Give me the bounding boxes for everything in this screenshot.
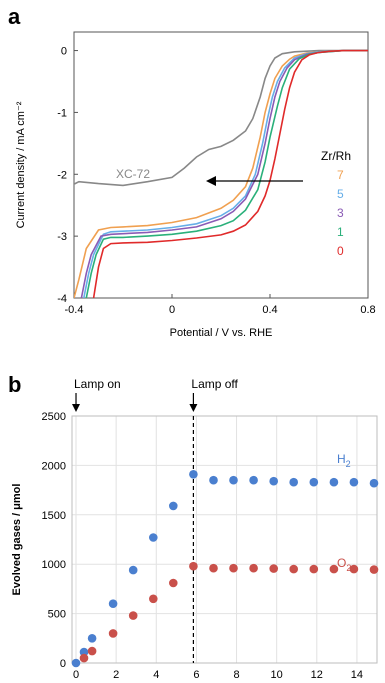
data-point-h2 [128, 565, 138, 575]
series-label-o2-main: O [337, 556, 346, 570]
x-tick-label-a: -0.4 [65, 304, 84, 316]
x-tick-label-b: 8 [233, 669, 239, 681]
legend-entry-1: 1 [337, 225, 344, 239]
series-label-xc-72: XC-72 [116, 167, 150, 181]
x-tick-label-a: 0 [169, 304, 175, 316]
legend-title-a: Zr/Rh [321, 149, 351, 163]
data-point-h2 [349, 477, 359, 487]
y-tick-label-a: -2 [57, 169, 67, 181]
data-point-o2 [309, 564, 319, 574]
series-label-o2-sub: 2 [346, 563, 351, 573]
series-label-h2-sub: 2 [346, 459, 351, 469]
series-line-3 [80, 49, 368, 298]
y-tick-label-b: 500 [48, 609, 66, 621]
lamp-off-label: Lamp off [191, 377, 238, 391]
data-point-o2 [189, 561, 198, 571]
x-tick-label-b: 12 [311, 669, 323, 681]
panel-a-chart: 0 -1 -2 -3 -4-0.4 0 0.4 0.8 Potential / V vs. RH… [15, 31, 376, 339]
data-point-o2 [108, 629, 118, 638]
data-point-o2 [128, 611, 138, 620]
series-line-5 [83, 49, 368, 298]
y-tick-label-b: 2000 [42, 460, 66, 472]
data-point-h2 [229, 475, 238, 485]
plot-area-a [73, 31, 369, 299]
series-line-7 [74, 49, 368, 298]
x-axis-title-a: Potential / V vs. RHE [170, 327, 273, 339]
y-tick-label-b: 1500 [42, 510, 66, 522]
data-point-h2 [329, 477, 339, 487]
legend-entry-7: 7 [337, 168, 344, 182]
data-point-o2 [79, 653, 89, 663]
legend-entry-5: 5 [337, 187, 344, 201]
series-line-xc-72 [74, 49, 368, 187]
data-point-o2 [169, 578, 178, 588]
panel-b-chart: 0500100015002000250002468101214Time / hE… [11, 377, 379, 681]
x-tick-label-b: 6 [193, 669, 199, 681]
y-axis-title-a: Current density / mA cm⁻² [15, 101, 27, 228]
y-tick-label-a: -3 [57, 231, 67, 243]
x-tick-label-b: 14 [351, 669, 363, 681]
y-tick-label-a: 0 [61, 46, 67, 58]
series-label-h2-main: H [337, 452, 346, 466]
trend-arrow-head [206, 176, 216, 186]
series-label-h2: H2 [337, 452, 351, 469]
panel-b-label: b [8, 372, 21, 397]
y-tick-label-b: 2500 [42, 411, 66, 423]
plot-area-b [71, 415, 378, 664]
data-point-o2 [249, 563, 258, 573]
x-tick-label-a: 0.8 [360, 304, 375, 316]
data-point-h2 [209, 475, 218, 485]
data-point-h2 [249, 475, 258, 485]
y-tick-label-b: 0 [60, 658, 66, 670]
data-point-h2 [309, 477, 319, 487]
data-point-o2 [149, 594, 158, 604]
lamp-on-arrow-head [72, 404, 81, 412]
data-point-o2 [349, 564, 359, 574]
data-point-o2 [369, 565, 379, 574]
data-point-o2 [229, 563, 238, 573]
data-point-o2 [269, 564, 279, 573]
x-tick-label-b: 0 [73, 669, 79, 681]
data-point-h2 [169, 501, 178, 511]
y-tick-label-b: 1000 [42, 559, 66, 571]
data-point-h2 [269, 476, 279, 486]
data-point-h2 [79, 647, 89, 657]
series-line-0 [92, 49, 368, 298]
data-point-o2 [329, 564, 339, 574]
x-tick-label-b: 10 [271, 669, 283, 681]
data-point-h2 [87, 634, 97, 643]
data-point-h2 [289, 477, 299, 487]
data-point-o2 [87, 646, 97, 656]
data-point-o2 [209, 563, 218, 573]
x-tick-label-b: 2 [113, 669, 119, 681]
x-tick-label-b: 4 [153, 669, 159, 681]
data-point-h2 [149, 533, 158, 542]
data-point-h2 [71, 658, 81, 668]
legend-entry-0: 0 [337, 244, 344, 258]
y-axis-title-b: Evolved gases / μmol [11, 484, 23, 596]
y-tick-label-a: -1 [57, 107, 67, 119]
legend-entry-3: 3 [337, 206, 344, 220]
data-point-o2 [289, 564, 299, 574]
lamp-off-arrow-head [189, 404, 198, 412]
y-tick-label-a: -4 [57, 293, 67, 305]
x-tick-label-a: 0.4 [262, 304, 277, 316]
data-point-h2 [108, 599, 118, 608]
lamp-on-label: Lamp on [74, 377, 121, 391]
data-point-h2 [369, 478, 379, 488]
panel-a-label: a [8, 4, 21, 29]
series-line-1 [85, 49, 368, 298]
data-point-h2 [189, 470, 198, 479]
series-label-o2: O2 [337, 556, 351, 573]
